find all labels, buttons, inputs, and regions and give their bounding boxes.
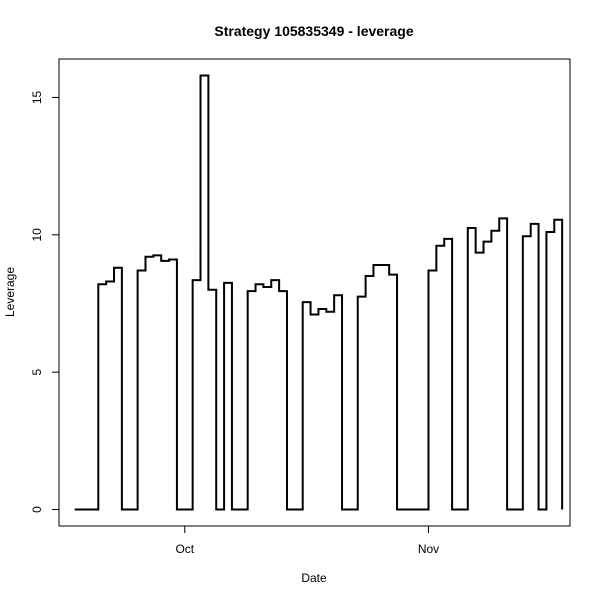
y-tick-label: 0 bbox=[30, 506, 44, 513]
y-tick-label: 10 bbox=[30, 228, 44, 242]
series-line bbox=[74, 74, 564, 511]
x-tick-label: Oct bbox=[175, 542, 194, 556]
chart-title: Strategy 105835349 - leverage bbox=[214, 23, 413, 39]
x-axis: Oct Nov bbox=[175, 525, 454, 556]
y-tick-label: 15 bbox=[30, 90, 44, 104]
x-tick-label: Nov bbox=[418, 542, 439, 556]
x-axis-label: Date bbox=[301, 571, 327, 585]
y-tick-label: 5 bbox=[30, 369, 44, 376]
y-axis: 0 5 10 15 bbox=[30, 90, 60, 513]
y-axis-label: Leverage bbox=[3, 267, 17, 317]
series-layer bbox=[74, 74, 564, 511]
